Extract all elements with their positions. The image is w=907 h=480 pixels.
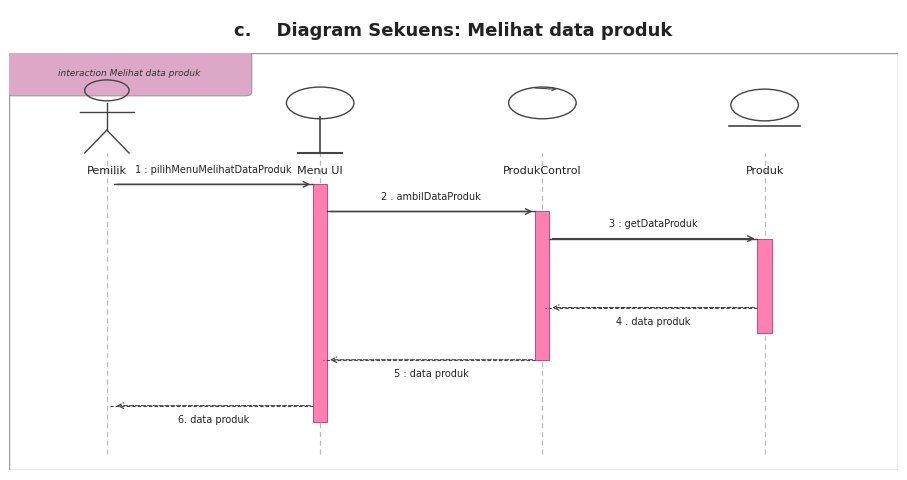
Text: 6. data produk: 6. data produk [178,415,249,425]
FancyBboxPatch shape [6,51,252,96]
Bar [535,212,550,360]
Bar [313,184,327,422]
Bar [757,239,772,333]
Text: 5 : data produk: 5 : data produk [394,369,469,379]
Text: 3 : getDataProduk: 3 : getDataProduk [610,219,697,229]
Text: c.    Diagram Sekuens: Melihat data produk: c. Diagram Sekuens: Melihat data produk [234,22,673,40]
Text: 1 : pilihMenuMelihatDataProduk: 1 : pilihMenuMelihatDataProduk [135,165,292,175]
Text: Pemilik: Pemilik [87,166,127,176]
Text: interaction Melihat data produk: interaction Melihat data produk [58,69,200,78]
Text: 4 . data produk: 4 . data produk [616,317,691,327]
Text: 2 . ambilDataProduk: 2 . ambilDataProduk [382,192,481,202]
Text: ProdukControl: ProdukControl [503,166,581,176]
Text: Menu UI: Menu UI [297,166,343,176]
Text: Produk: Produk [746,166,784,176]
